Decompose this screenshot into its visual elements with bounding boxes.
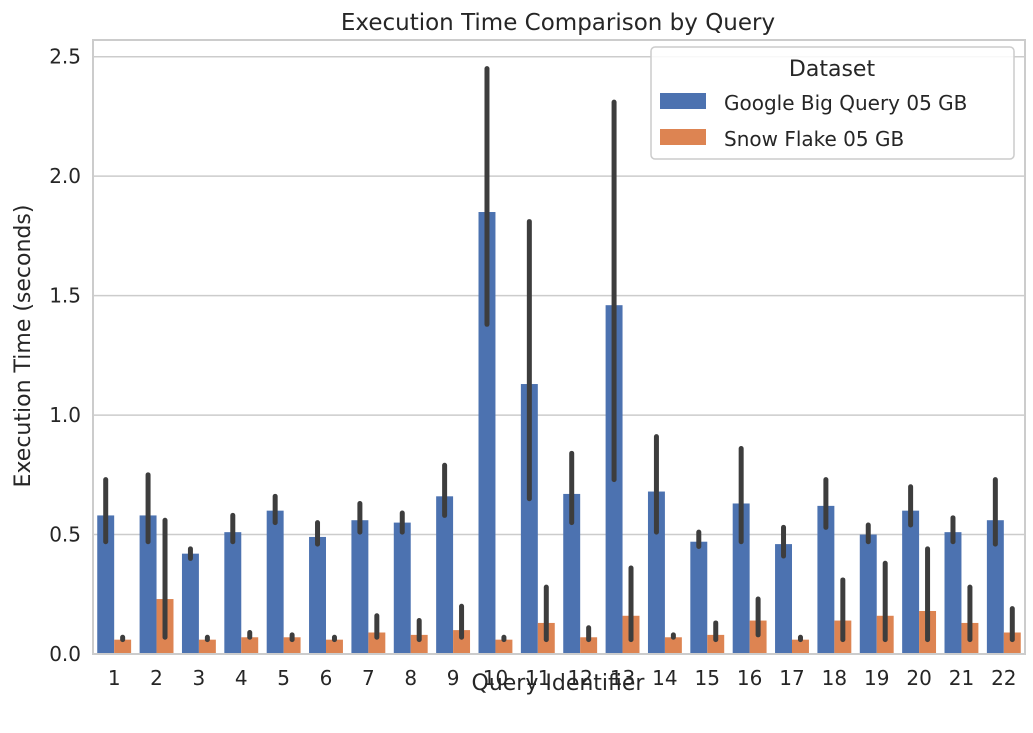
bar <box>775 544 792 654</box>
bar <box>114 639 132 654</box>
chart-title: Execution Time Comparison by Query <box>341 10 775 36</box>
y-tick-label: 1.5 <box>49 284 81 308</box>
x-tick-label: 22 <box>991 666 1016 690</box>
x-tick-label: 14 <box>652 666 677 690</box>
bar <box>368 632 386 654</box>
bar <box>732 503 750 654</box>
bar <box>97 515 115 654</box>
bar <box>859 534 877 654</box>
bar <box>478 212 496 654</box>
legend-label-snowflake: Snow Flake 05 GB <box>724 127 904 151</box>
y-axis-ticks: 0.0 0.5 1.0 1.5 2.0 2.5 <box>49 45 81 666</box>
bar <box>436 496 454 654</box>
bar <box>707 634 725 654</box>
bar <box>817 505 835 654</box>
bar <box>792 639 809 654</box>
x-tick-label: 13 <box>610 666 635 690</box>
legend-label-google: Google Big Query 05 GB <box>724 91 967 115</box>
y-tick-label: 0.0 <box>49 642 81 666</box>
bar <box>563 493 581 654</box>
bar <box>453 630 471 654</box>
bar <box>181 553 199 654</box>
x-tick-label: 7 <box>362 666 375 690</box>
bar <box>495 639 513 654</box>
x-tick-label: 4 <box>235 666 248 690</box>
x-tick-label: 5 <box>277 666 290 690</box>
bar <box>266 510 284 654</box>
x-axis-ticks: 1 2 3 4 5 6 7 8 9 10 11 12 13 14 15 16 17 18 19 20 21 22 <box>108 666 1017 690</box>
x-axis-label: Query Identifier <box>472 671 646 696</box>
plot-frame <box>92 39 1026 655</box>
y-tick-label: 1.0 <box>49 403 81 427</box>
x-tick-label: 9 <box>447 666 460 690</box>
bar <box>690 541 708 654</box>
bar <box>647 491 665 654</box>
legend-swatch-google <box>660 93 706 109</box>
bar <box>410 634 428 654</box>
bar <box>326 639 343 654</box>
bar <box>986 520 1004 654</box>
bar <box>944 532 962 654</box>
legend: Dataset Google Big Query 05 GB Snow Flak… <box>650 46 1015 160</box>
bar <box>393 522 411 654</box>
x-tick-label: 6 <box>320 666 333 690</box>
x-tick-label: 16 <box>737 666 762 690</box>
bar <box>902 510 920 654</box>
x-tick-label: 18 <box>822 666 847 690</box>
x-tick-label: 3 <box>193 666 206 690</box>
bar <box>139 515 157 654</box>
x-tick-label: 17 <box>779 666 804 690</box>
x-tick-label: 15 <box>695 666 720 690</box>
bar <box>520 384 538 654</box>
x-tick-label: 11 <box>525 666 550 690</box>
bar <box>224 532 242 654</box>
x-tick-label: 10 <box>483 666 508 690</box>
x-tick-label: 20 <box>906 666 931 690</box>
y-tick-label: 2.5 <box>49 45 81 69</box>
legend-title: Dataset <box>789 57 876 82</box>
y-tick-label: 0.5 <box>49 523 81 547</box>
bar <box>198 639 216 654</box>
bar <box>309 536 326 654</box>
bar <box>1003 632 1021 654</box>
bar <box>283 637 301 654</box>
bar <box>664 637 682 654</box>
error-bars <box>103 66 1015 643</box>
bar <box>580 637 598 654</box>
y-axis-label: Execution Time (seconds) <box>11 205 36 488</box>
legend-box <box>650 46 1015 160</box>
bar <box>351 520 369 654</box>
x-tick-label: 1 <box>108 666 121 690</box>
x-tick-label: 12 <box>567 666 592 690</box>
bar <box>241 637 259 654</box>
y-tick-label: 2.0 <box>49 164 81 188</box>
legend-swatch-snowflake <box>660 129 706 145</box>
bars <box>97 212 1021 654</box>
x-tick-label: 21 <box>949 666 974 690</box>
x-tick-label: 19 <box>864 666 889 690</box>
x-tick-label: 8 <box>404 666 417 690</box>
x-tick-label: 2 <box>150 666 163 690</box>
